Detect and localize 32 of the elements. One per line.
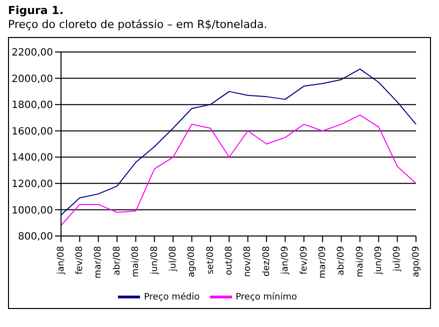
x-tick-label: fev/09 xyxy=(299,246,310,275)
y-tick-label: 1400,00 xyxy=(12,152,53,164)
y-tick-label: 2000,00 xyxy=(12,74,53,85)
x-tick-label: jan/09 xyxy=(280,246,291,276)
x-tick-label: jun/09 xyxy=(374,246,384,276)
x-tick-label: nov/08 xyxy=(243,246,254,278)
chart-subtitle: Preço do cloreto de potássio – em R$/tonelada. xyxy=(8,18,268,32)
x-tick-label: jan/08 xyxy=(56,246,66,276)
y-tick-label: 1800,00 xyxy=(12,100,53,112)
chart-title: Figura 1. xyxy=(8,4,64,18)
x-tick-label: abr/09 xyxy=(336,246,347,276)
x-tick-label: jul/08 xyxy=(168,246,178,272)
x-tick-label: mar/08 xyxy=(94,246,104,278)
x-tick-label: mar/09 xyxy=(318,246,328,278)
x-tick-label: out/08 xyxy=(224,246,235,276)
y-tick-label: 1200,00 xyxy=(12,178,53,190)
y-tick-label: 1600,00 xyxy=(12,126,53,138)
x-tick-label: ago/09 xyxy=(411,246,422,278)
x-tick-label: set/08 xyxy=(206,246,216,274)
x-tick-label: dez/08 xyxy=(262,246,272,276)
x-tick-label: fev/08 xyxy=(75,246,86,275)
x-tick-label: mai/08 xyxy=(131,246,142,278)
x-tick-label: abr/08 xyxy=(112,246,122,276)
x-tick-label: jul/09 xyxy=(392,246,403,272)
y-tick-label: 1000,00 xyxy=(12,205,53,216)
y-tick-label: 800,00 xyxy=(18,232,53,243)
y-tick-label: 2200,00 xyxy=(12,48,53,59)
x-tick-label: mai/09 xyxy=(355,246,366,278)
x-tick-label: ago/08 xyxy=(187,246,198,278)
x-tick-label: jun/08 xyxy=(150,246,160,276)
legend-label: Preço médio xyxy=(144,292,200,302)
legend-label: Preço mínimo xyxy=(236,292,298,302)
